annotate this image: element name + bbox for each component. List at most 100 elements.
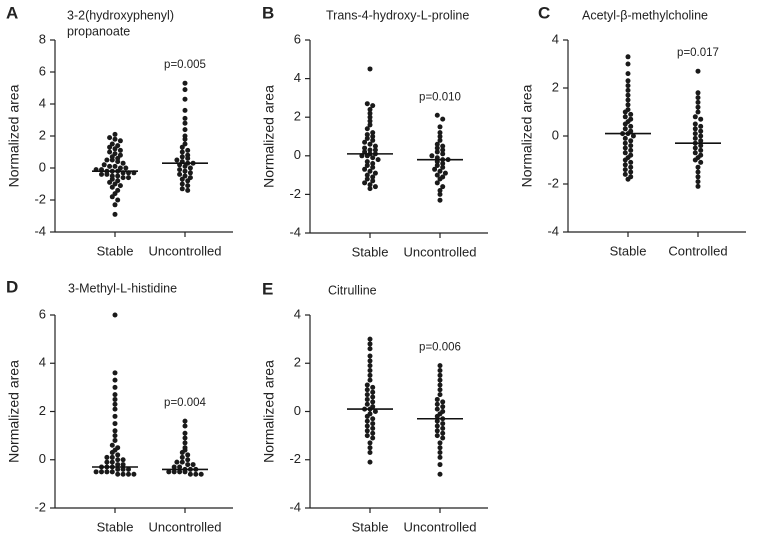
data-point: [370, 394, 376, 400]
data-point: [692, 114, 698, 120]
data-point: [112, 413, 118, 419]
data-point: [367, 445, 373, 451]
data-point: [695, 68, 701, 74]
data-point: [692, 131, 698, 137]
data-point: [622, 140, 628, 146]
panel: D 3-Methyl-L-histidine Normalized area -2 0 2…: [6, 277, 233, 533]
data-point: [625, 83, 631, 89]
panel-title: Trans-4-hydroxy-L-proline: [326, 8, 469, 22]
y-tick-label: 6: [39, 306, 46, 321]
data-point: [370, 137, 376, 143]
data-point: [622, 121, 628, 127]
data-point: [437, 363, 443, 369]
data-point: [622, 157, 628, 163]
data-point: [698, 147, 704, 153]
data-point: [628, 169, 634, 175]
y-tick-label: 2: [39, 127, 46, 142]
data-point: [362, 139, 368, 145]
data-point: [370, 178, 376, 184]
data-point: [120, 466, 126, 472]
y-tick-label: 0: [294, 147, 301, 162]
data-point: [695, 109, 701, 115]
data-point: [434, 141, 440, 147]
data-point: [695, 90, 701, 96]
data-point: [437, 168, 443, 174]
data-point: [117, 147, 123, 153]
data-point: [112, 406, 118, 412]
data-point: [185, 178, 191, 184]
data-point: [112, 146, 118, 152]
data-point: [364, 428, 370, 434]
data-point: [179, 154, 185, 160]
data-point: [112, 421, 118, 427]
data-point: [187, 170, 193, 176]
x-tick-label: Stable: [97, 519, 134, 533]
data-point: [107, 179, 113, 185]
data-point: [437, 387, 443, 393]
data-point: [367, 122, 373, 128]
y-tick-label: 0: [294, 403, 301, 418]
data-point: [370, 430, 376, 436]
x-tick-label: Stable: [352, 519, 389, 533]
data-point: [434, 396, 440, 402]
data-point: [367, 459, 373, 465]
y-tick-label: 2: [294, 109, 301, 124]
data-point: [104, 469, 110, 475]
data-point: [698, 123, 704, 129]
data-point: [440, 143, 446, 149]
data-point: [372, 170, 378, 176]
y-tick-label: -4: [547, 223, 559, 238]
data-point: [364, 413, 370, 419]
data-point: [434, 413, 440, 419]
data-point: [434, 180, 440, 186]
data-point: [370, 435, 376, 441]
data-point: [182, 418, 188, 424]
panel-letter: D: [6, 277, 18, 296]
data-point: [104, 157, 110, 163]
data-point: [126, 175, 131, 181]
data-point: [437, 450, 443, 456]
data-point: [182, 96, 188, 102]
data-point: [370, 399, 376, 405]
panel-title: Acetyl-β-methylcholine: [582, 8, 708, 22]
data-point: [182, 168, 188, 174]
data-point: [364, 176, 370, 182]
data-point: [109, 469, 115, 475]
data-point: [115, 173, 121, 179]
data-point: [625, 71, 631, 77]
y-tick-label: -2: [289, 186, 301, 201]
y-tick-label: 2: [294, 355, 301, 370]
data-point: [628, 159, 634, 165]
data-point: [695, 104, 701, 110]
data-point: [185, 457, 191, 463]
data-point: [367, 110, 373, 116]
y-tick-label: 6: [294, 31, 301, 46]
data-point: [367, 377, 373, 383]
data-point: [370, 416, 376, 422]
y-tick-label: 4: [39, 355, 46, 370]
data-point: [99, 171, 104, 177]
data-point: [367, 106, 373, 112]
data-point: [364, 162, 370, 168]
data-point: [364, 396, 370, 402]
x-tick-label: Uncontrolled: [404, 519, 477, 533]
x-tick-label: Uncontrolled: [149, 519, 222, 533]
data-point: [112, 377, 118, 383]
data-point: [107, 163, 113, 169]
data-point: [185, 147, 191, 153]
data-point: [104, 459, 110, 465]
data-point: [362, 180, 368, 186]
y-axis-label: Normalized area: [261, 85, 277, 188]
data-point: [370, 421, 376, 427]
data-point: [179, 459, 185, 465]
data-point: [185, 155, 191, 161]
data-point: [437, 392, 443, 398]
y-tick-label: -2: [34, 191, 46, 206]
data-point: [367, 147, 373, 153]
data-point: [109, 459, 115, 465]
data-point: [437, 191, 443, 197]
data-point: [182, 440, 188, 446]
data-point: [109, 454, 115, 460]
data-point: [131, 471, 137, 477]
